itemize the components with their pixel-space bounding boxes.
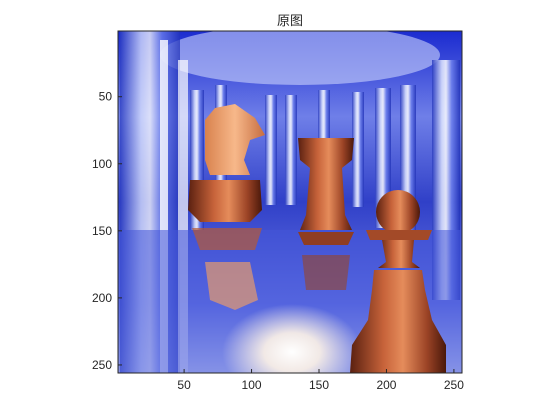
x-tick-label: 50 [177, 378, 191, 392]
y-axis: 50 100 150 200 250 [92, 90, 122, 372]
x-axis: 50 100 150 200 250 [177, 369, 464, 392]
y-tick-label: 250 [92, 358, 112, 372]
x-tick-label: 150 [309, 378, 329, 392]
y-tick-label: 200 [92, 291, 112, 305]
x-tick-label: 100 [242, 378, 262, 392]
axes-box [117, 30, 463, 374]
chess-image [118, 31, 462, 373]
x-tick-label: 200 [376, 378, 396, 392]
x-tick-label: 250 [444, 378, 464, 392]
y-tick-label: 150 [92, 224, 112, 238]
figure-title: 原图 [276, 13, 303, 28]
y-tick-label: 100 [92, 157, 112, 171]
y-tick-label: 50 [99, 90, 113, 104]
